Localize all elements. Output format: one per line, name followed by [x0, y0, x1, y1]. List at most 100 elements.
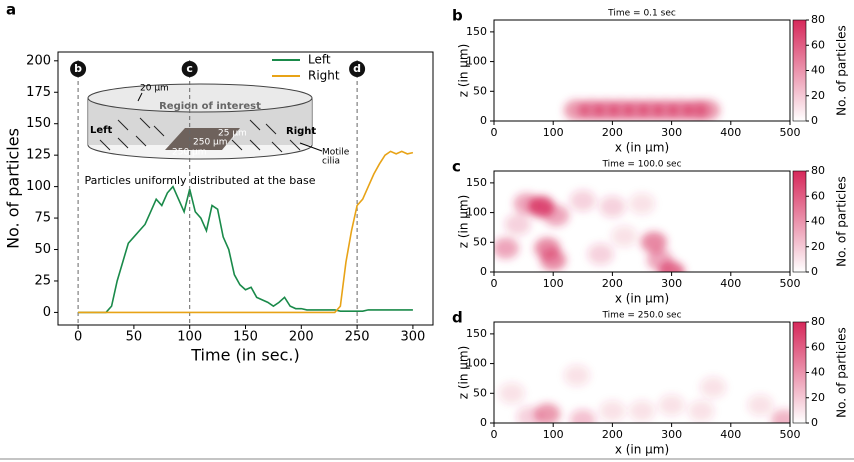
x-tick-label: 400 — [720, 428, 741, 441]
annotation: 250 µm — [172, 148, 207, 158]
x-axis-label: Time (in sec.) — [190, 346, 299, 365]
y-tick-label: 125 — [26, 148, 51, 163]
annotation: cilia — [322, 157, 340, 167]
colorbar-tick-label: 0 — [811, 114, 818, 127]
density-blob — [599, 195, 626, 218]
event-marker — [349, 61, 366, 77]
density-blob — [771, 409, 790, 423]
x-tick-label: 150 — [233, 330, 258, 345]
event-label: b — [74, 62, 82, 75]
colorbar-tick-label: 0 — [811, 265, 818, 278]
annotation: Particles uniformly distributed at the b… — [84, 174, 315, 187]
x-axis-label: x (in µm) — [615, 292, 669, 306]
density-blob — [540, 249, 567, 271]
density-blob — [587, 243, 614, 265]
panel-label: c — [452, 158, 461, 176]
x-tick-label: 100 — [543, 428, 564, 441]
annotation: 25 µm — [218, 129, 247, 139]
density-blob — [569, 409, 596, 423]
density-blob — [611, 225, 638, 248]
panel-title: Time = 0.1 sec — [607, 9, 676, 19]
x-tick-label: 0 — [74, 330, 82, 345]
x-tick-label: 200 — [602, 428, 623, 441]
y-tick-label: 100 — [466, 55, 487, 68]
x-tick-label: 100 — [543, 126, 564, 139]
y-tick-label: 150 — [466, 25, 487, 38]
y-tick-label: 150 — [466, 327, 487, 340]
x-tick-label: 250 — [345, 330, 370, 345]
x-tick-label: 400 — [720, 126, 741, 139]
colorbar-label: No. of particles — [835, 25, 849, 116]
y-tick-label: 200 — [26, 53, 51, 68]
y-tick-label: 50 — [473, 84, 487, 97]
density-blob — [494, 237, 519, 259]
y-tick-label: 25 — [34, 273, 51, 288]
density-blob — [700, 376, 727, 399]
y-tick-label: 0 — [43, 305, 51, 320]
density-blob — [569, 190, 596, 212]
x-tick-label: 50 — [126, 330, 143, 345]
density-blob — [563, 364, 590, 387]
x-tick-label: 500 — [780, 277, 801, 290]
y-tick-label: 50 — [473, 386, 487, 399]
x-tick-label: 200 — [289, 330, 314, 345]
colorbar-tick-label: 80 — [811, 13, 825, 26]
plot-frame — [493, 321, 791, 424]
line-series — [78, 150, 414, 314]
density-blob — [628, 192, 656, 215]
colorbar-tick-label: 0 — [811, 416, 818, 429]
density-blob — [498, 382, 525, 404]
x-tick-label: 0 — [491, 428, 498, 441]
cilia — [99, 117, 301, 153]
annotation: 20 µm — [140, 84, 169, 94]
annotation: 250 µm — [193, 138, 228, 148]
y-tick-label: 100 — [26, 179, 51, 194]
x-tick-label: 300 — [661, 277, 682, 290]
y-axis-label: z (in µm) — [457, 195, 471, 249]
colorbar-tick-label: 40 — [811, 366, 825, 379]
contour-field — [563, 99, 721, 121]
density-blob — [640, 231, 667, 253]
x-tick-label: 400 — [720, 277, 741, 290]
colorbar-tick-label: 80 — [811, 164, 825, 177]
base-patch — [165, 128, 240, 150]
density-blob — [694, 99, 721, 121]
y-axis-label: z (in µm) — [457, 346, 471, 400]
contour-field — [498, 364, 790, 423]
colorbar-tick-label: 60 — [811, 189, 825, 202]
colorbar-tick-label: 20 — [811, 89, 825, 102]
plot-frame — [493, 19, 791, 122]
x-tick-label: 200 — [602, 126, 623, 139]
colorbar-tick-label: 80 — [811, 315, 825, 328]
density-blob — [516, 406, 543, 423]
density-blob — [599, 400, 626, 422]
y-tick-label: 50 — [473, 235, 487, 248]
y-tick-label: 100 — [466, 206, 487, 219]
y-tick-label: 50 — [34, 242, 51, 257]
x-tick-label: 0 — [491, 126, 498, 139]
x-tick-label: 100 — [543, 277, 564, 290]
event-label: c — [186, 62, 193, 75]
panel-title: Time = 250.0 sec — [601, 311, 681, 321]
density-blob — [747, 394, 774, 416]
y-tick-label: 0 — [480, 416, 487, 429]
contour-field — [494, 190, 685, 272]
plot-frame — [493, 170, 791, 273]
annotation: Right — [286, 126, 316, 137]
plot-frame — [57, 51, 434, 326]
colorbar-label: No. of particles — [835, 176, 849, 267]
density-blob — [658, 261, 685, 272]
annotation: Motile — [322, 148, 350, 158]
x-tick-label: 200 — [602, 277, 623, 290]
y-tick-label: 0 — [480, 265, 487, 278]
colorbar-tick-label: 60 — [811, 340, 825, 353]
density-blob — [504, 213, 531, 236]
density-blob — [688, 400, 715, 422]
event-marker — [70, 61, 87, 77]
x-tick-label: 300 — [661, 126, 682, 139]
inset-diagram — [87, 83, 323, 160]
colorbar-tick-label: 60 — [811, 38, 825, 51]
annotation: Region of interest — [159, 101, 261, 112]
x-tick-label: 100 — [177, 330, 202, 345]
event-label: d — [353, 62, 361, 75]
